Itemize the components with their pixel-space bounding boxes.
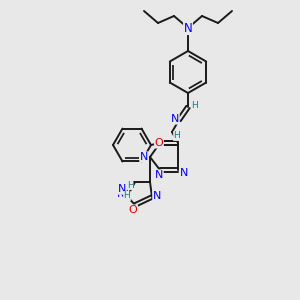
Text: N: N [171,114,179,124]
Text: O: O [129,205,137,215]
Text: H: H [127,181,134,190]
Text: H: H [192,101,198,110]
Text: N: N [117,189,125,199]
Text: O: O [154,138,164,148]
Text: H: H [174,131,180,140]
Text: N: N [118,184,126,194]
Text: N: N [153,191,161,201]
Text: N: N [180,168,188,178]
Text: N: N [184,22,192,34]
Text: H: H [124,191,130,200]
Text: N: N [155,170,163,180]
Text: N: N [140,152,148,162]
